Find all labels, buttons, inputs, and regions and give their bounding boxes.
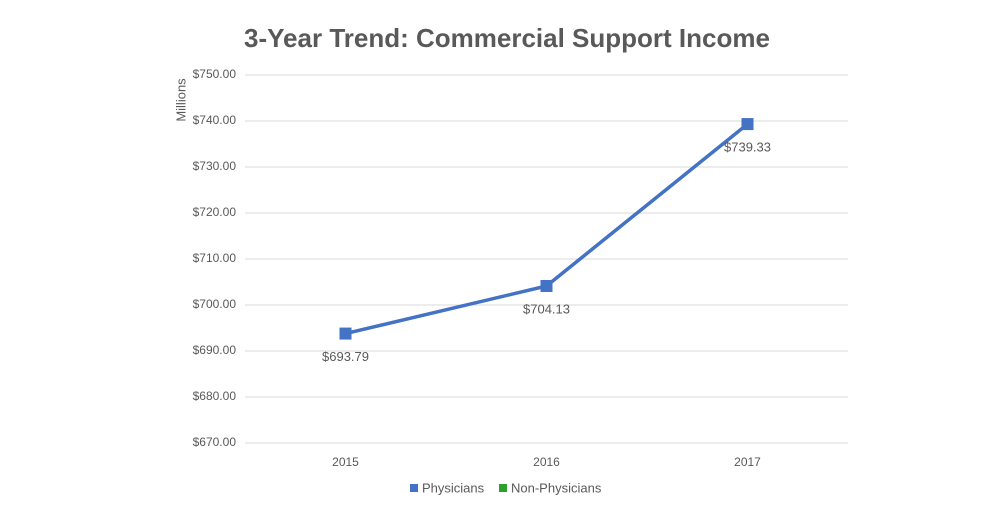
legend-swatch bbox=[499, 484, 507, 492]
legend-label: Non-Physicians bbox=[511, 480, 602, 495]
y-tick-label: $710.00 bbox=[193, 251, 237, 265]
marker bbox=[741, 118, 754, 131]
legend-label: Physicians bbox=[422, 480, 485, 495]
y-tick-label: $750.00 bbox=[193, 67, 237, 81]
chart-title: 3-Year Trend: Commercial Support Income bbox=[244, 23, 770, 53]
data-label: $693.79 bbox=[322, 349, 369, 364]
y-tick-label: $690.00 bbox=[193, 343, 237, 357]
y-tick-label: $680.00 bbox=[193, 389, 237, 403]
data-label: $704.13 bbox=[523, 301, 570, 316]
x-tick-label: 2015 bbox=[332, 455, 359, 469]
legend-swatch bbox=[410, 484, 418, 492]
x-tick-label: 2016 bbox=[533, 455, 560, 469]
y-tick-label: $720.00 bbox=[193, 205, 237, 219]
marker bbox=[339, 327, 352, 340]
y-tick-label: $740.00 bbox=[193, 113, 237, 127]
data-label: $739.33 bbox=[724, 140, 771, 155]
x-tick-label: 2017 bbox=[734, 455, 761, 469]
marker bbox=[540, 280, 553, 293]
y-tick-label: $730.00 bbox=[193, 159, 237, 173]
y-axis-label: Millions bbox=[173, 78, 188, 122]
y-tick-label: $670.00 bbox=[193, 435, 237, 449]
y-tick-label: $700.00 bbox=[193, 297, 237, 311]
